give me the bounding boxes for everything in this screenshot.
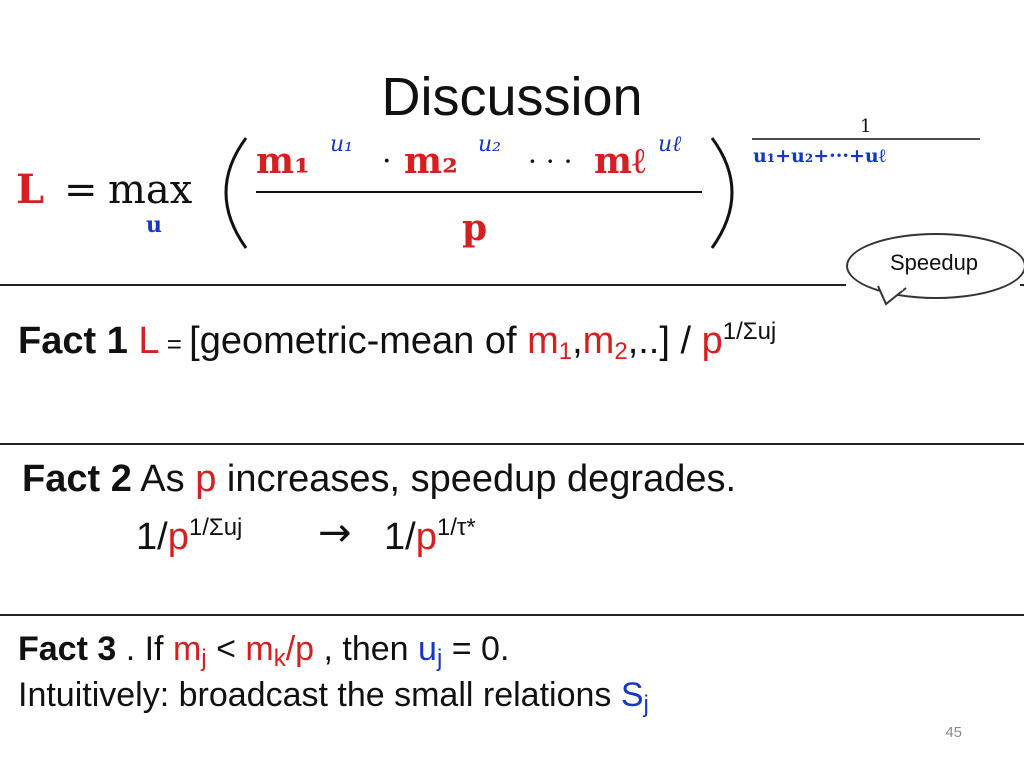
fact3-mk-sub: k xyxy=(273,645,286,672)
fact1-p: p xyxy=(701,320,723,362)
fact3-dot-if: . If xyxy=(116,630,173,668)
fact1-m2: m xyxy=(582,320,615,362)
speedup-callout xyxy=(846,233,1024,299)
numerator-ml: mℓ xyxy=(594,140,646,182)
fact2-label: Fact 2 xyxy=(22,458,132,500)
fact3-line: Fact 3 . If mj < mk/p , then uj = 0. xyxy=(18,630,509,673)
slide-number: 45 xyxy=(945,724,962,741)
formula-equals: = xyxy=(64,167,98,213)
fact3-slash: / xyxy=(285,630,296,668)
fact2-rhs-p: p xyxy=(415,516,437,558)
numerator-ellipsis: · · · xyxy=(528,145,573,178)
numerator-u1: u₁ xyxy=(330,132,353,157)
speedup-callout-label: Speedup xyxy=(889,250,979,275)
divider-1 xyxy=(0,284,846,286)
exponent-numerator: 1 xyxy=(860,116,871,137)
fact1-L: L xyxy=(138,320,160,362)
divider-1-end xyxy=(1020,284,1024,286)
formula: L = max u m₁ u₁ · m₂ u₂ · · · mℓ uℓ p 1 … xyxy=(16,116,980,290)
fact1-comma: , xyxy=(572,320,583,362)
fact1-label: Fact 1 xyxy=(18,320,128,362)
fact3-p: p xyxy=(295,630,315,668)
numerator-u2: u₂ xyxy=(478,132,501,157)
callout-tail-overlay xyxy=(877,285,907,306)
fact1-line: Fact 1 L = [geometric-mean of m1,m2,..] … xyxy=(18,318,776,366)
fact3-uj: u xyxy=(418,630,437,668)
fact2-formula: 1/p1/Σuj xyxy=(136,514,242,559)
fact2-p: p xyxy=(195,458,217,500)
fact1-rest: ,..] / xyxy=(627,320,702,362)
fact3-mj: m xyxy=(172,630,202,668)
numerator-dot: · xyxy=(382,144,392,179)
fact3-mj-sub: j xyxy=(201,645,207,672)
fact2-rhs: 1/p1/τ* xyxy=(384,514,476,559)
fact2-lhs-exp: 1/Σuj xyxy=(188,514,243,541)
fact3-mk: m xyxy=(245,630,274,668)
fact3-lt: < xyxy=(206,630,246,668)
arrow-icon: → xyxy=(318,510,352,556)
fact1-text: [geometric-mean of xyxy=(189,320,528,362)
fact1-sub2: 2 xyxy=(614,338,628,365)
fact2-line: Fact 2 As p increases, speedup degrades. xyxy=(22,458,736,501)
fact2-lhs-prefix: 1/ xyxy=(136,516,168,558)
fact2-as: As xyxy=(131,458,196,500)
fact1-exp: 1/Σuj xyxy=(722,318,777,345)
divider-3 xyxy=(0,614,1024,616)
numerator-ul: uℓ xyxy=(658,132,682,157)
fact3-S-sub: j xyxy=(643,691,649,718)
formula-L: L xyxy=(16,166,44,213)
numerator-m2: m₂ xyxy=(404,140,458,182)
fact2-rest: increases, speedup degrades. xyxy=(216,458,737,500)
fact1-eq: = xyxy=(159,329,190,359)
fact2-rhs-exp: 1/τ* xyxy=(436,514,476,541)
left-paren xyxy=(224,137,248,249)
fact3-eq0: = 0. xyxy=(442,630,510,668)
fact1-sub1: 1 xyxy=(558,338,573,365)
divider-2 xyxy=(0,443,1024,445)
formula-max-subscript: u xyxy=(146,212,162,238)
denominator-p: p xyxy=(462,207,487,249)
exponent-denominator: u₁+u₂+···+uℓ xyxy=(753,145,886,167)
fact2-rhs-prefix: 1/ xyxy=(384,516,416,558)
fact2-lhs-p: p xyxy=(167,516,189,558)
fact1-m1: m xyxy=(527,320,559,362)
fact3-then: , then xyxy=(314,630,419,668)
fact3-line2: Intuitively: broadcast the small relatio… xyxy=(18,676,649,719)
fact3-intuitively: Intuitively: broadcast the small relatio… xyxy=(18,676,621,714)
right-paren xyxy=(710,137,734,249)
formula-max: max xyxy=(108,167,193,213)
fact3-label: Fact 3 xyxy=(18,630,117,668)
slide-title: Discussion xyxy=(381,67,643,127)
fact3-uj-sub: j xyxy=(436,645,443,672)
numerator-m1: m₁ xyxy=(256,140,310,182)
fact3-S: S xyxy=(620,676,644,714)
